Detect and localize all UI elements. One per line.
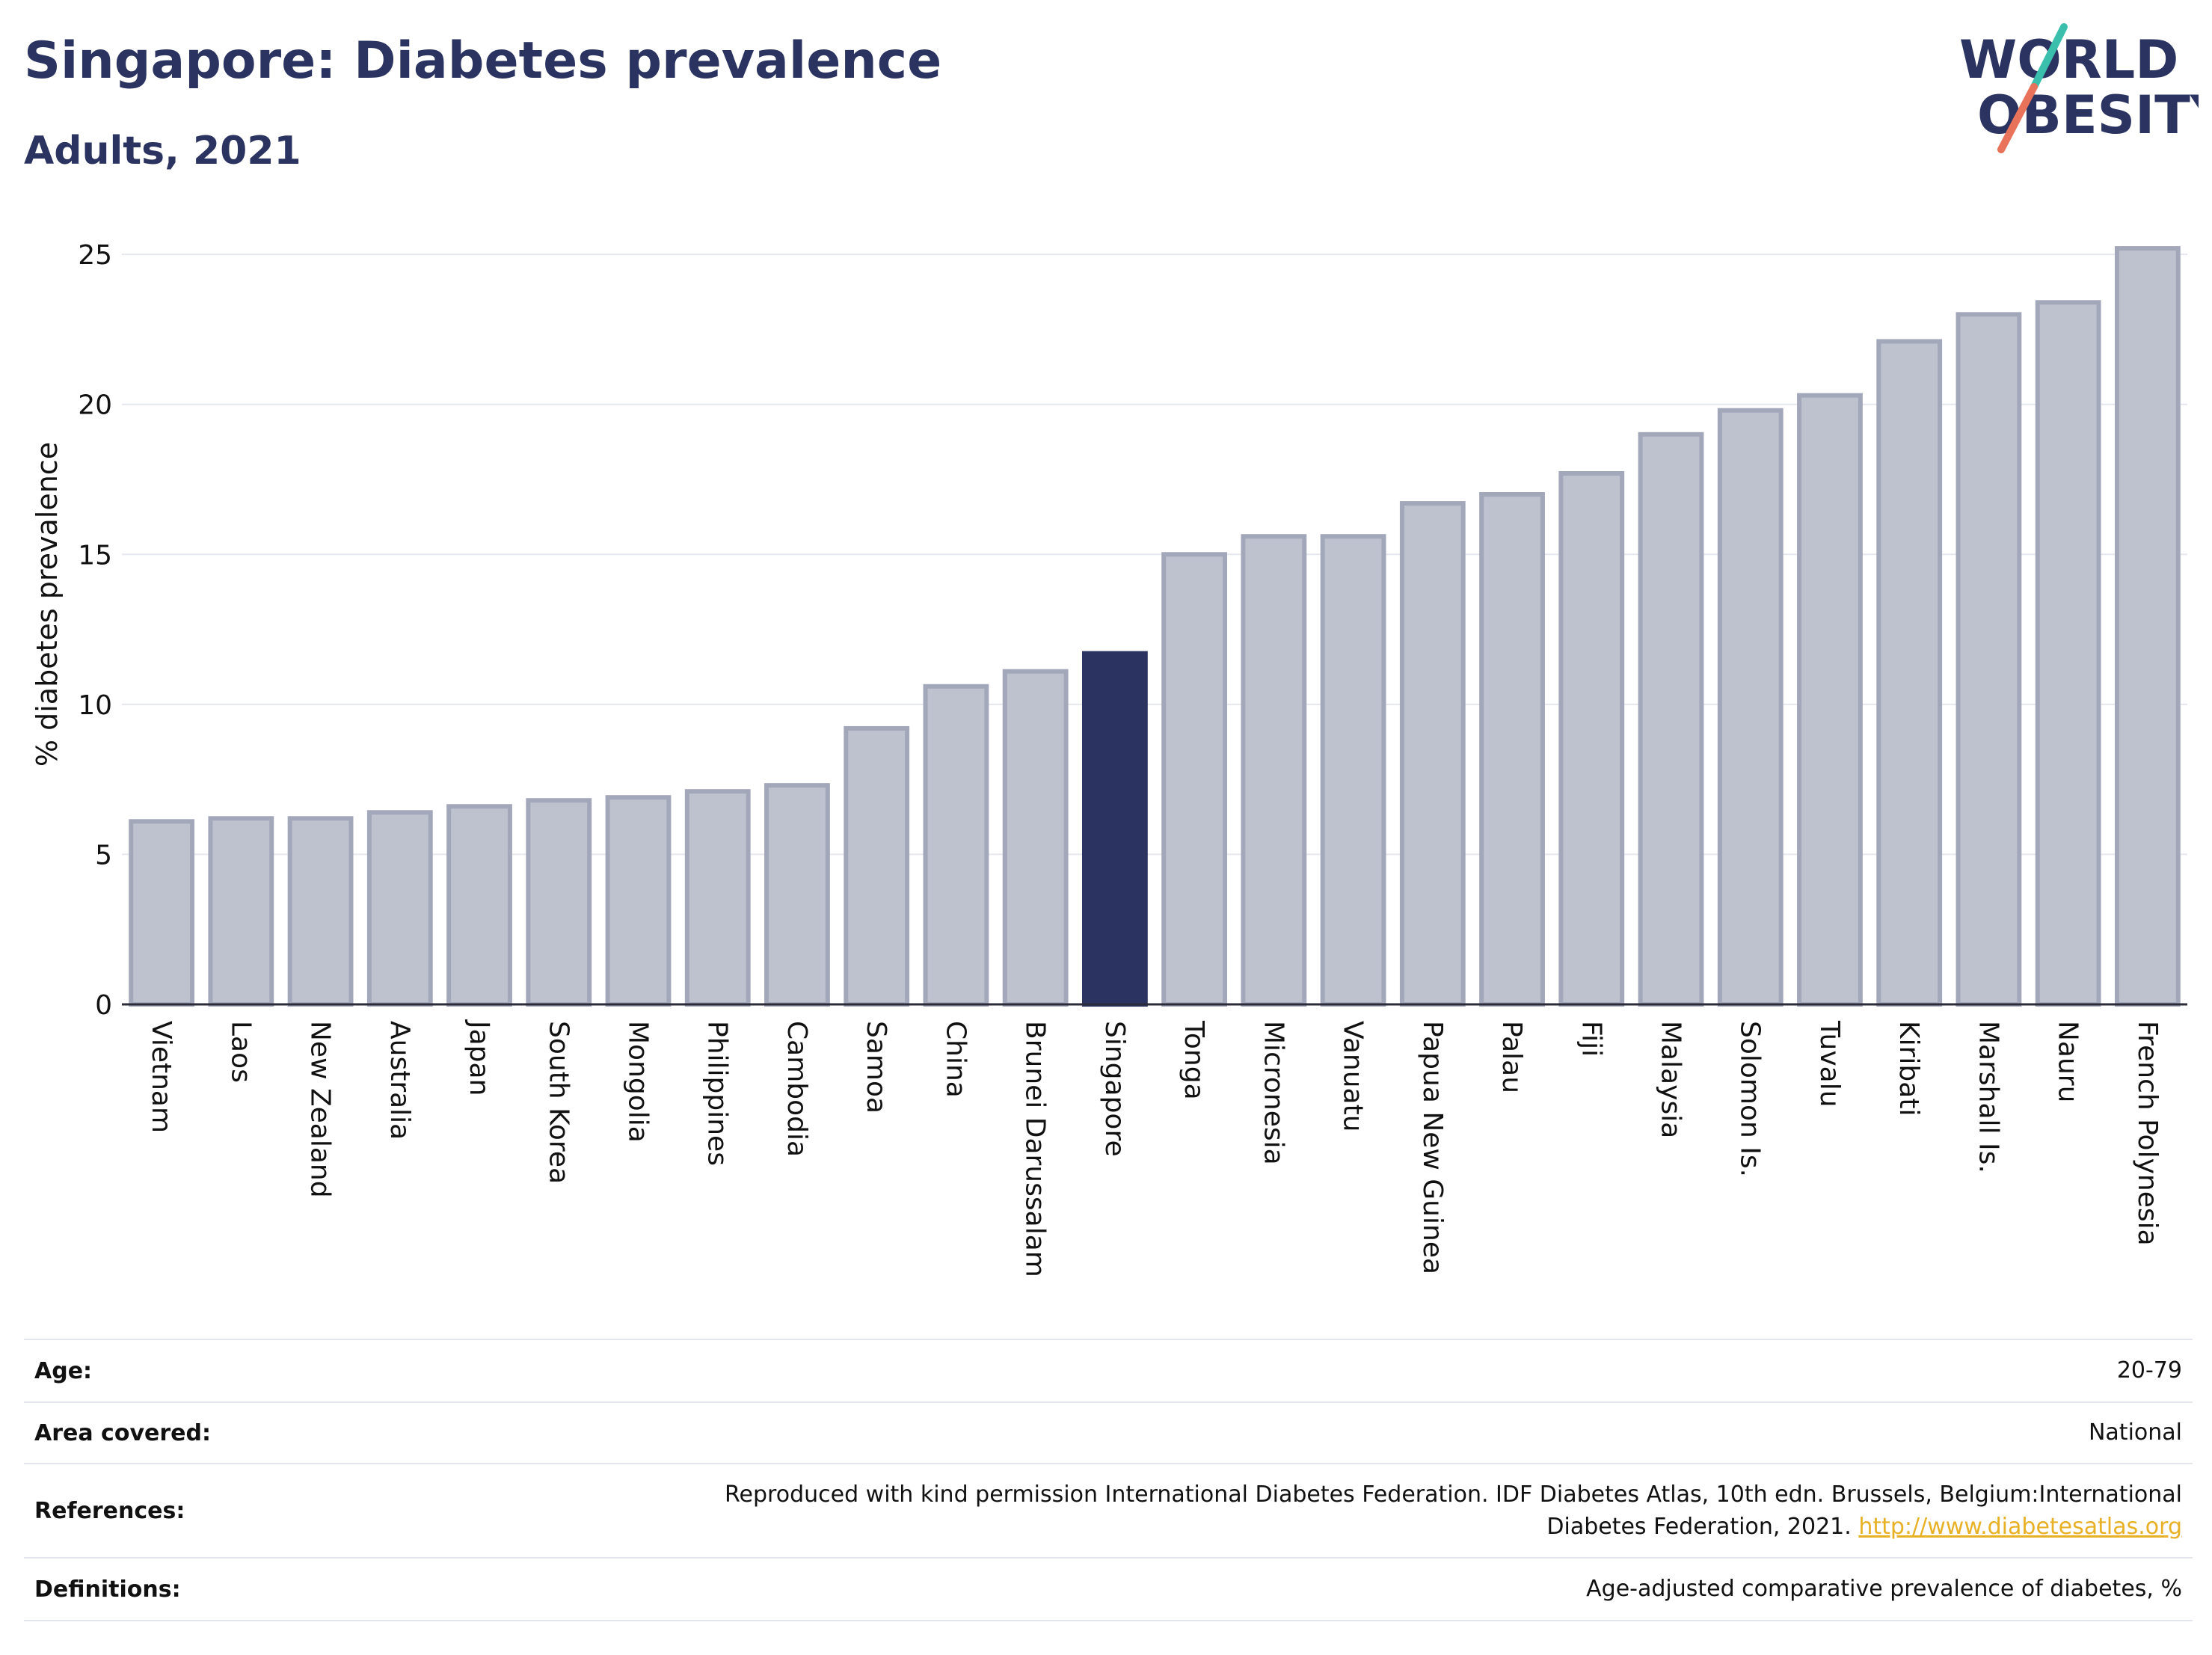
logo-line-1: WORLD xyxy=(1959,29,2178,90)
bar-vanuatu[interactable] xyxy=(1320,534,1386,1007)
bar-palau[interactable] xyxy=(1479,492,1545,1007)
bar-china[interactable] xyxy=(923,684,989,1007)
bar-samoa[interactable] xyxy=(844,725,910,1007)
x-tick-label: Marshall Is. xyxy=(1973,1021,2003,1173)
bar-philippines[interactable] xyxy=(684,789,751,1007)
x-tick-label: Laos xyxy=(225,1021,256,1083)
logo-slash-top-icon xyxy=(2030,23,2068,90)
bar-fiji[interactable] xyxy=(1558,470,1625,1007)
x-tick-label: Tonga xyxy=(1179,1020,1209,1100)
world-obesity-logo: WORLD OBESITY xyxy=(1959,23,2199,153)
x-tick-label: Fiji xyxy=(1576,1021,1606,1057)
bar-new-zealand[interactable] xyxy=(287,816,354,1007)
bar-tuvalu[interactable] xyxy=(1797,393,1863,1007)
x-tick-label: Japan xyxy=(464,1019,494,1096)
page-subtitle: Adults, 2021 xyxy=(24,129,301,174)
meta-row-references: References: Reproduced with kind permiss… xyxy=(24,1464,2193,1558)
references-text: Reproduced with kind permission Internat… xyxy=(725,1481,2182,1541)
bars xyxy=(129,246,2181,1007)
x-tick-label: Kiribati xyxy=(1893,1021,1924,1116)
meta-row-age: Age: 20-79 xyxy=(24,1339,2193,1402)
y-tick-label: 10 xyxy=(78,690,112,721)
bar-brunei-darussalam[interactable] xyxy=(1002,669,1069,1007)
bar-papua-new-guinea[interactable] xyxy=(1399,501,1466,1007)
page-title: Singapore: Diabetes prevalence xyxy=(24,31,942,90)
area-label: Area covered: xyxy=(34,1419,211,1446)
y-axis-ticks: 0 5 10 15 20 25 xyxy=(78,240,112,1021)
x-tick-label: Vietnam xyxy=(146,1021,176,1133)
references-link[interactable]: http://www.diabetesatlas.org xyxy=(1858,1514,2182,1540)
x-tick-label: French Polynesia xyxy=(2132,1021,2163,1246)
x-tick-label: New Zealand xyxy=(305,1021,336,1198)
logo-line-2: OBESITY xyxy=(1977,85,2199,146)
x-tick-label: Micronesia xyxy=(1258,1021,1288,1165)
x-tick-label: Solomon Is. xyxy=(1735,1021,1766,1177)
y-tick-label: 25 xyxy=(78,240,112,271)
bar-mongolia[interactable] xyxy=(605,795,672,1007)
meta-row-area: Area covered: National xyxy=(24,1402,2193,1464)
bar-micronesia[interactable] xyxy=(1241,534,1307,1007)
references-value: Reproduced with kind permission Internat… xyxy=(613,1464,2193,1558)
metadata-table: Age: 20-79 Area covered: National Refere… xyxy=(24,1339,2193,1621)
bar-tonga[interactable] xyxy=(1161,552,1228,1007)
references-label: References: xyxy=(34,1497,185,1524)
bar-cambodia[interactable] xyxy=(764,783,830,1007)
y-tick-label: 20 xyxy=(78,390,112,421)
x-tick-label: Philippines xyxy=(702,1021,733,1166)
age-value: 20-79 xyxy=(2116,1357,2182,1384)
x-tick-label: Malaysia xyxy=(1656,1021,1686,1138)
bar-singapore[interactable] xyxy=(1081,651,1148,1007)
x-tick-label: Samoa xyxy=(861,1021,891,1114)
x-tick-label: Australia xyxy=(384,1021,415,1140)
logo-slash-bottom-icon xyxy=(1997,83,2038,153)
meta-row-definitions: Definitions: Age-adjusted comparative pr… xyxy=(24,1558,2193,1621)
x-tick-label: South Korea xyxy=(543,1021,574,1184)
x-tick-label: Mongolia xyxy=(623,1021,654,1143)
bar-chart: 0 5 10 15 20 25 Vietnam Laos New Zealand Austral… xyxy=(31,240,2187,1277)
y-tick-label: 5 xyxy=(95,840,112,871)
bar-kiribati[interactable] xyxy=(1876,339,1943,1007)
x-tick-label: Nauru xyxy=(2053,1021,2083,1102)
y-axis-label: % diabetes prevalence xyxy=(31,442,64,767)
bar-solomon-is[interactable] xyxy=(1717,408,1784,1007)
bar-french-polynesia[interactable] xyxy=(2114,246,2181,1007)
bar-nauru[interactable] xyxy=(2035,300,2101,1007)
bar-marshall-is[interactable] xyxy=(1956,312,2022,1007)
x-tick-label: Papua New Guinea xyxy=(1417,1021,1448,1274)
bar-south-korea[interactable] xyxy=(526,798,592,1007)
age-label: Age: xyxy=(34,1357,93,1384)
x-axis-ticks: Vietnam Laos New Zealand Australia Japan Sout… xyxy=(146,1019,2163,1277)
x-tick-label: Singapore xyxy=(1099,1021,1130,1157)
bar-laos[interactable] xyxy=(208,816,274,1007)
bar-australia[interactable] xyxy=(366,810,433,1007)
y-tick-label: 15 xyxy=(78,540,112,571)
definitions-value: Age-adjusted comparative prevalence of d… xyxy=(1586,1576,2182,1603)
x-tick-label: Palau xyxy=(1496,1021,1527,1093)
area-value: National xyxy=(2088,1419,2182,1446)
bar-japan[interactable] xyxy=(446,804,512,1007)
bar-malaysia[interactable] xyxy=(1638,432,1704,1007)
x-tick-label: Cambodia xyxy=(781,1021,812,1157)
x-tick-label: Brunei Darussalam xyxy=(1020,1021,1051,1277)
x-tick-label: China xyxy=(940,1021,971,1098)
bar-vietnam[interactable] xyxy=(129,819,195,1007)
x-tick-label: Vanuatu xyxy=(1338,1021,1368,1132)
x-tick-label: Tuvalu xyxy=(1814,1020,1845,1108)
definitions-label: Definitions: xyxy=(34,1576,181,1603)
y-tick-label: 0 xyxy=(95,990,112,1021)
